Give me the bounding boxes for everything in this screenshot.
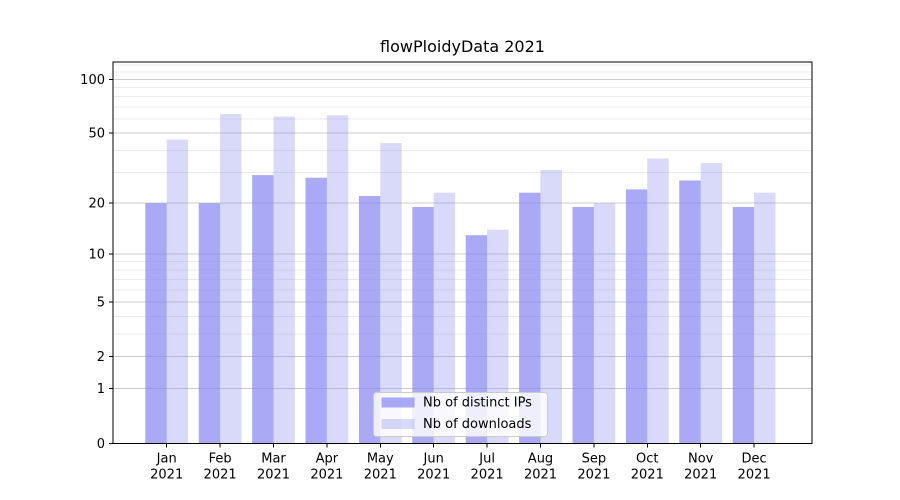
y-tick-label: 1 xyxy=(97,382,105,397)
legend-swatch-downloads xyxy=(381,419,415,429)
x-tick-label-year: 2021 xyxy=(684,467,717,482)
x-tick-label-year: 2021 xyxy=(471,467,504,482)
bar-distinct-ips-jan xyxy=(145,203,167,444)
bar-distinct-ips-sep xyxy=(572,207,594,444)
bar-distinct-ips-apr xyxy=(305,177,327,444)
y-tick-label: 5 xyxy=(97,295,105,310)
bar-distinct-ips-feb xyxy=(198,203,221,444)
y-tick-label: 100 xyxy=(80,73,105,88)
x-tick-label-year: 2021 xyxy=(310,467,343,482)
bar-distinct-ips-may xyxy=(358,196,381,444)
bar-downloads-oct xyxy=(647,158,669,444)
bar-distinct-ips-nov xyxy=(679,180,701,444)
bar-distinct-ips-jun xyxy=(412,207,434,444)
x-tick-label-year: 2021 xyxy=(364,467,397,482)
x-tick-label-month: Apr xyxy=(316,451,339,466)
x-tick-label-month: Feb xyxy=(209,451,232,466)
bar-distinct-ips-oct xyxy=(625,189,648,444)
x-tick-label-year: 2021 xyxy=(577,467,610,482)
x-tick-label-year: 2021 xyxy=(150,467,183,482)
x-tick-label-month: Jan xyxy=(156,451,177,466)
bar-downloads-dec xyxy=(754,192,776,444)
chart-title: flowPloidyData 2021 xyxy=(380,37,545,56)
x-tick-label-year: 2021 xyxy=(257,467,290,482)
x-tick-label-month: Oct xyxy=(636,451,658,466)
x-tick-label-month: Dec xyxy=(742,451,767,466)
x-tick-label-month: Mar xyxy=(261,451,286,466)
bar-downloads-jul xyxy=(487,229,509,444)
bar-downloads-jun xyxy=(433,192,456,444)
x-tick-label-year: 2021 xyxy=(524,467,557,482)
y-tick-label: 10 xyxy=(88,248,105,263)
y-tick-label: 20 xyxy=(88,197,105,212)
bar-distinct-ips-mar xyxy=(252,175,274,444)
x-tick-label-month: Nov xyxy=(688,451,714,466)
bar-downloads-apr xyxy=(326,115,349,444)
x-tick-label-month: Sep xyxy=(582,451,607,466)
bar-downloads-feb xyxy=(220,114,242,444)
y-tick-label: 2 xyxy=(97,350,105,365)
bar-distinct-ips-dec xyxy=(732,207,755,444)
legend-label-distinct-ips: Nb of distinct IPs xyxy=(423,396,532,411)
legend-box xyxy=(373,392,548,437)
x-tick-label-month: Jun xyxy=(423,451,444,466)
legend-swatch-distinct-ips xyxy=(381,397,415,408)
x-tick-label-month: Jul xyxy=(478,451,495,466)
bar-distinct-ips-aug xyxy=(519,192,541,444)
x-tick-label-year: 2021 xyxy=(738,467,771,482)
x-tick-label-year: 2021 xyxy=(204,467,237,482)
bar-downloads-jan xyxy=(166,139,189,444)
x-tick-label-month: Aug xyxy=(528,451,553,466)
y-tick-label: 0 xyxy=(97,437,105,452)
bar-downloads-aug xyxy=(540,170,562,444)
y-tick-label: 50 xyxy=(88,127,105,142)
x-tick-label-year: 2021 xyxy=(631,467,664,482)
legend-label-downloads: Nb of downloads xyxy=(423,417,532,432)
x-tick-label-year: 2021 xyxy=(417,467,450,482)
bar-downloads-may xyxy=(380,143,402,444)
bar-downloads-sep xyxy=(593,203,616,444)
bar-distinct-ips-jul xyxy=(465,235,488,444)
bar-downloads-nov xyxy=(700,162,723,444)
x-tick-label-month: May xyxy=(367,451,394,466)
plot-border xyxy=(112,61,813,444)
bar-downloads-mar xyxy=(273,116,295,444)
